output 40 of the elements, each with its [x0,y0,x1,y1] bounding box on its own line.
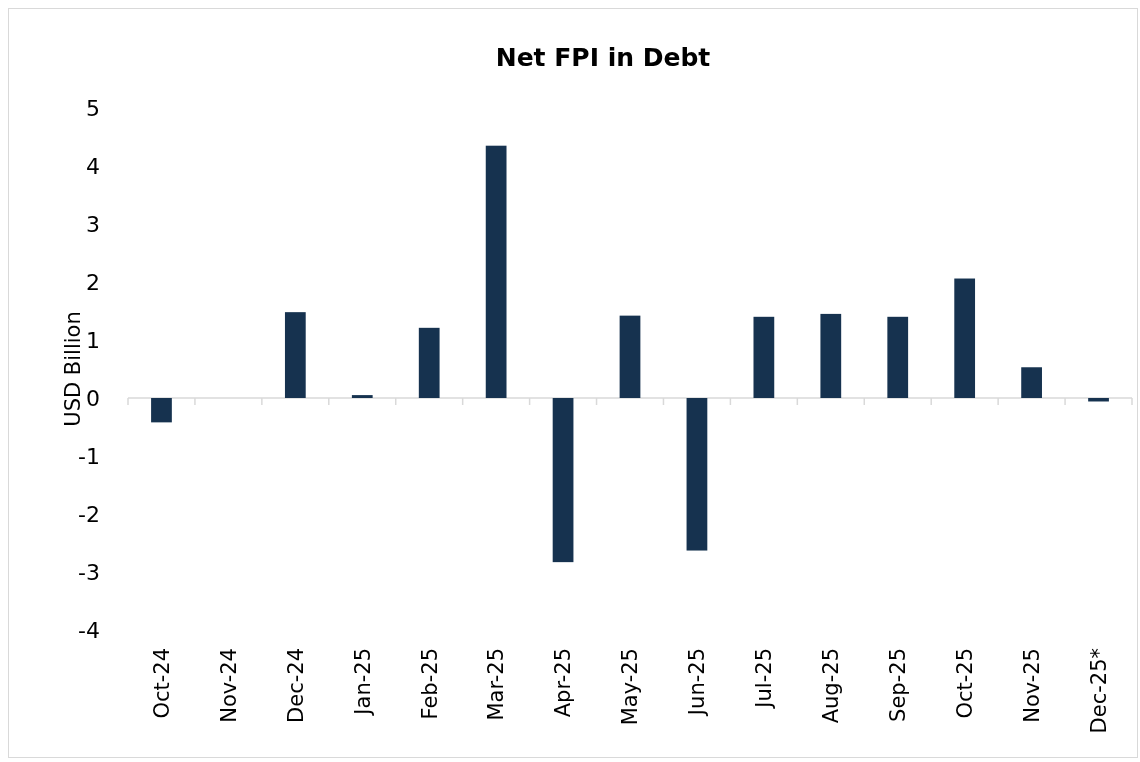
x-tick-label: Dec-24 [283,648,308,723]
x-tick-label: Oct-24 [149,648,174,719]
bar [418,327,440,398]
y-tick-label: 1 [86,327,100,353]
y-tick-label: -1 [78,443,100,469]
bar [284,312,306,398]
x-tick-label: Nov-25 [1019,648,1044,723]
x-tick-label: Oct-25 [953,648,978,719]
x-tick-label: May-25 [618,648,643,726]
y-tick-label: -3 [78,559,100,585]
y-tick-label: 5 [86,95,100,121]
x-tick-label: Aug-25 [819,648,844,724]
bar [753,316,775,398]
bar [954,278,976,398]
bar [887,316,909,398]
bar [485,145,507,398]
chart-title: Net FPI in Debt [495,43,711,72]
y-tick-label: 2 [86,269,100,295]
y-tick-label: -4 [78,617,100,643]
bar [151,398,172,423]
y-tick-label: -2 [78,501,100,527]
bar [619,315,641,398]
y-tick-label: 4 [86,153,100,179]
bar [351,395,373,398]
x-tick-label: Nov-24 [216,648,241,723]
x-tick-label: Feb-25 [417,648,442,720]
y-tick-label: 0 [86,385,100,411]
y-tick-label: 3 [86,211,100,237]
x-tick-label: Apr-25 [551,648,576,718]
y-axis-title: USD Billion [61,311,85,427]
x-tick-label: Dec-25* [1086,648,1111,734]
bar [552,398,574,563]
x-tick-label: Mar-25 [484,648,509,721]
x-tick-label: Jun-25 [685,648,710,718]
x-tick-label: Jan-25 [350,648,375,717]
bar [686,398,708,551]
bar [1021,367,1042,398]
bar [820,313,842,398]
x-tick-label: Sep-25 [886,648,911,722]
x-tick-label: Jul-25 [752,648,777,710]
